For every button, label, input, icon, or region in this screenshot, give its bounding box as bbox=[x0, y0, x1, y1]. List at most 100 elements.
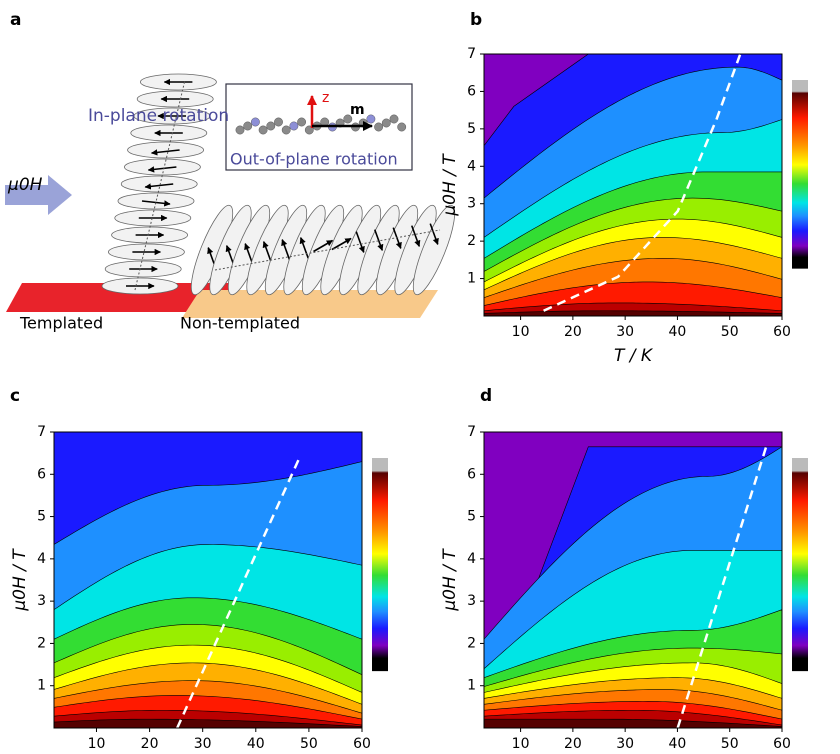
contour-band bbox=[53, 718, 363, 729]
panel-label: a bbox=[10, 10, 21, 30]
y-tick-label: 3 bbox=[37, 593, 46, 609]
atom bbox=[297, 117, 306, 127]
atom bbox=[243, 121, 253, 131]
y-tick-label: 5 bbox=[37, 509, 46, 525]
x-axis-label: T / K bbox=[614, 346, 654, 366]
plot-frame bbox=[483, 53, 783, 317]
y-tick-label: 5 bbox=[467, 509, 476, 525]
y-tick-label: 7 bbox=[37, 424, 46, 440]
x-tick-label: 10 bbox=[88, 736, 106, 752]
guide-line bbox=[176, 455, 302, 729]
y-tick-label: 6 bbox=[37, 466, 46, 482]
x-tick-label: 60 bbox=[773, 736, 791, 752]
colorbar bbox=[792, 80, 808, 269]
annotation: Non-templated bbox=[180, 314, 300, 333]
atom bbox=[397, 122, 407, 132]
x-tick-label: 50 bbox=[721, 324, 739, 340]
plot-frame bbox=[483, 431, 783, 729]
atom bbox=[258, 125, 268, 135]
disc bbox=[120, 175, 198, 193]
spin bbox=[150, 149, 180, 156]
y-tick-label: 3 bbox=[467, 593, 476, 609]
atom bbox=[343, 114, 353, 124]
spin bbox=[429, 223, 439, 245]
contour-band bbox=[483, 310, 783, 317]
atom bbox=[281, 125, 291, 135]
atom bbox=[266, 121, 276, 131]
guide-line bbox=[676, 443, 769, 729]
spin bbox=[144, 183, 174, 190]
x-tick-label: 10 bbox=[512, 324, 530, 340]
contour-panel: b 10 20 30 40 50 60 1 2 3 4 5 6 7 T / K μ0H / T bbox=[440, 10, 808, 366]
colorbar bbox=[792, 458, 808, 672]
y-tick-label: 3 bbox=[467, 196, 476, 212]
atom bbox=[274, 117, 283, 127]
panel-label: c bbox=[10, 386, 20, 406]
field-arrow bbox=[5, 175, 72, 215]
x-tick-label: 20 bbox=[564, 324, 582, 340]
x-tick-label: 40 bbox=[247, 736, 265, 752]
spin bbox=[313, 239, 334, 253]
annotation: Out-of-plane rotation bbox=[230, 150, 398, 169]
disc bbox=[123, 158, 201, 176]
y-tick-label: 4 bbox=[467, 158, 476, 174]
annotation: In-plane rotation bbox=[88, 106, 229, 126]
panel-label: d bbox=[480, 386, 492, 406]
x-tick-label: 10 bbox=[512, 736, 530, 752]
spin bbox=[147, 166, 177, 173]
z-label: z bbox=[322, 90, 329, 106]
x-tick-label: 60 bbox=[353, 736, 371, 752]
x-tick-label: 30 bbox=[194, 736, 212, 752]
x-tick-label: 20 bbox=[141, 736, 159, 752]
x-tick-label: 60 bbox=[773, 324, 791, 340]
y-tick-label: 7 bbox=[467, 46, 476, 62]
atom bbox=[235, 125, 245, 135]
y-tick-label: 2 bbox=[37, 635, 46, 651]
atom bbox=[289, 121, 299, 131]
annotation: Templated bbox=[19, 314, 103, 333]
y-tick-label: 2 bbox=[467, 635, 476, 651]
nontemplated-stack bbox=[190, 204, 456, 296]
x-tick-label: 50 bbox=[300, 736, 318, 752]
y-tick-label: 7 bbox=[467, 424, 476, 440]
disc bbox=[117, 192, 195, 210]
y-tick-label: 1 bbox=[467, 678, 476, 694]
disc bbox=[127, 141, 205, 159]
y-tick-label: 6 bbox=[467, 466, 476, 482]
spin bbox=[262, 241, 273, 263]
y-tick-label: 4 bbox=[467, 551, 476, 567]
atom bbox=[381, 118, 391, 128]
guide-line bbox=[543, 53, 742, 312]
y-tick-label: 6 bbox=[467, 83, 476, 99]
y-tick-label: 1 bbox=[467, 271, 476, 287]
disc bbox=[412, 204, 456, 296]
x-tick-label: 20 bbox=[564, 736, 582, 752]
y-axis-label: μ0H / T bbox=[440, 548, 460, 612]
spin bbox=[410, 225, 421, 247]
x-tick-label: 30 bbox=[616, 324, 634, 340]
spin bbox=[355, 231, 365, 253]
y-tick-label: 4 bbox=[37, 551, 46, 567]
spin bbox=[373, 229, 384, 251]
m-label: m bbox=[350, 102, 365, 118]
x-tick-label: 40 bbox=[669, 736, 687, 752]
x-tick-label: 30 bbox=[616, 736, 634, 752]
y-axis-label: μ0H / T bbox=[440, 153, 460, 217]
atom bbox=[374, 122, 383, 132]
y-tick-label: 1 bbox=[37, 678, 46, 694]
atom bbox=[389, 114, 399, 124]
y-tick-label: 2 bbox=[467, 233, 476, 249]
panel-label: b bbox=[470, 10, 482, 30]
y-axis-label: μ0H / T bbox=[10, 548, 30, 612]
template-substrate bbox=[6, 283, 238, 312]
templated-stack bbox=[101, 73, 217, 295]
contour-band bbox=[483, 718, 783, 729]
plot-frame bbox=[53, 431, 363, 729]
spin bbox=[331, 237, 352, 251]
x-tick-label: 50 bbox=[721, 736, 739, 752]
colorbar bbox=[372, 458, 388, 672]
spin bbox=[299, 237, 310, 259]
